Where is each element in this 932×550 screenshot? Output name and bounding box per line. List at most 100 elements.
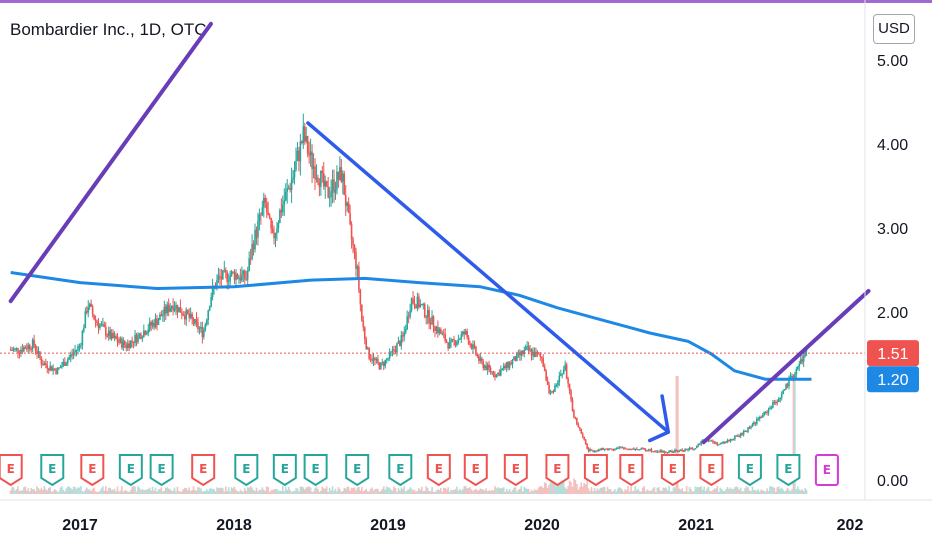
earnings-letter: E bbox=[472, 462, 480, 476]
volume-bar bbox=[150, 490, 152, 494]
volume-bar bbox=[69, 487, 72, 494]
candle-body bbox=[758, 417, 761, 419]
candle-body bbox=[625, 448, 628, 450]
volume-bar bbox=[513, 487, 515, 494]
candle-body bbox=[334, 189, 337, 193]
volume-bar bbox=[523, 486, 526, 494]
x-tick-label: 2017 bbox=[62, 517, 98, 534]
candle-body bbox=[30, 349, 32, 351]
candle-body bbox=[85, 311, 88, 313]
candle-body bbox=[640, 448, 643, 450]
volume-bar bbox=[423, 490, 426, 494]
volume-bar bbox=[91, 488, 94, 494]
volume-bar bbox=[131, 486, 133, 494]
volume-bar bbox=[418, 488, 420, 494]
candle-body bbox=[14, 348, 16, 350]
candle-body bbox=[589, 449, 591, 451]
volume-bar bbox=[325, 486, 328, 494]
volume-bar bbox=[23, 487, 25, 494]
volume-bar bbox=[659, 490, 662, 494]
volume-bar bbox=[119, 490, 122, 494]
candle-body bbox=[99, 324, 101, 328]
volume-bar bbox=[134, 486, 136, 494]
volume-bar bbox=[194, 490, 196, 494]
candle-body bbox=[562, 369, 565, 374]
candle-body bbox=[207, 310, 210, 320]
volume-bar bbox=[413, 489, 416, 494]
candle-body bbox=[510, 362, 512, 365]
candle-body bbox=[197, 322, 199, 329]
earnings-letter: E bbox=[707, 462, 715, 476]
volume-bar bbox=[672, 487, 675, 494]
volume-bar bbox=[262, 489, 265, 494]
volume-bar bbox=[87, 489, 90, 494]
candle-body bbox=[15, 348, 18, 350]
candle-body bbox=[767, 409, 770, 413]
earnings-shape bbox=[699, 454, 724, 487]
volume-bar bbox=[151, 486, 154, 494]
candle-body bbox=[163, 306, 166, 315]
candle-body bbox=[660, 450, 663, 453]
volume-bar bbox=[521, 491, 524, 494]
candle-body bbox=[122, 340, 125, 348]
candle-body bbox=[502, 365, 505, 369]
candle-body bbox=[238, 277, 240, 279]
candle-body bbox=[366, 347, 369, 350]
candle-body bbox=[182, 314, 185, 316]
candle-body bbox=[725, 441, 727, 443]
candle-body bbox=[760, 417, 763, 419]
volume-bar bbox=[183, 487, 186, 494]
volume-bar bbox=[164, 487, 167, 494]
volume-bar bbox=[802, 491, 805, 494]
volume-bar bbox=[65, 488, 68, 494]
volume-bar bbox=[382, 486, 385, 494]
earnings-letter: E bbox=[7, 462, 15, 476]
candle-body bbox=[421, 304, 423, 306]
volume-bar bbox=[725, 488, 727, 494]
candle-body bbox=[720, 442, 723, 444]
candle-body bbox=[511, 360, 514, 365]
candle-body bbox=[596, 450, 599, 452]
volume-bar bbox=[536, 489, 539, 494]
candle-body bbox=[618, 447, 621, 449]
candle-body bbox=[788, 379, 790, 387]
volume-bar bbox=[640, 491, 643, 494]
candle-body bbox=[344, 195, 347, 206]
candle-body bbox=[377, 358, 379, 363]
candle-body bbox=[399, 341, 401, 346]
volume-bar bbox=[576, 484, 578, 494]
volume-bar bbox=[498, 488, 501, 494]
candle-body bbox=[321, 170, 324, 174]
volume-bar bbox=[99, 490, 101, 494]
volume-bar bbox=[482, 489, 485, 494]
candle-body bbox=[590, 449, 593, 451]
x-tick-label: 2019 bbox=[370, 517, 406, 534]
earnings-shape bbox=[503, 454, 528, 487]
trendline bbox=[701, 289, 871, 445]
candle-body bbox=[169, 307, 171, 312]
candle-body bbox=[501, 368, 504, 371]
volume-bar bbox=[719, 487, 722, 494]
volume-bar bbox=[757, 489, 760, 494]
volume-bar bbox=[545, 483, 547, 494]
earnings-letter: E bbox=[158, 462, 166, 476]
candle-body bbox=[45, 363, 47, 366]
candle-body bbox=[129, 340, 132, 349]
candle-body bbox=[116, 338, 119, 343]
candle-body bbox=[649, 449, 651, 451]
y-tick-label: 3.00 bbox=[877, 221, 908, 238]
candle-body bbox=[606, 448, 609, 451]
candle-body bbox=[258, 214, 261, 222]
volume-bar bbox=[530, 489, 533, 494]
candle-body bbox=[630, 448, 632, 450]
currency-button[interactable]: USD bbox=[873, 14, 915, 44]
candle-body bbox=[188, 313, 190, 318]
candle-body bbox=[785, 384, 787, 390]
candle-body bbox=[265, 202, 268, 213]
volume-bar bbox=[36, 486, 38, 494]
volume-bar bbox=[716, 486, 719, 494]
volume-bar bbox=[731, 489, 733, 494]
candle-body bbox=[159, 314, 161, 320]
volume-bar bbox=[526, 488, 528, 494]
